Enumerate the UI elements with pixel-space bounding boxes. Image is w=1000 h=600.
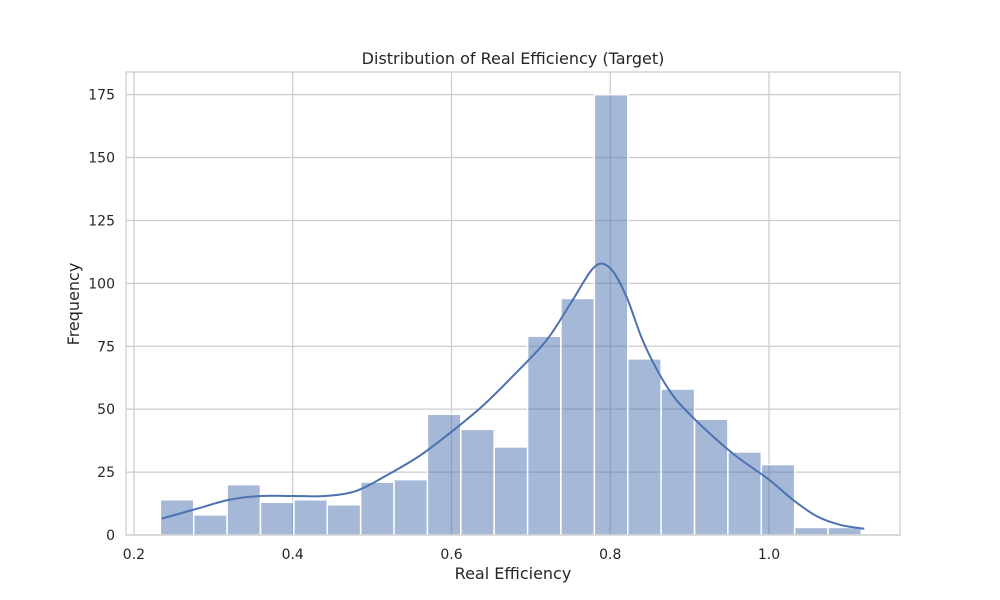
histogram-bar [359, 481, 395, 536]
x-tick-label: 0.6 [440, 547, 462, 563]
y-tick-label: 25 [97, 465, 115, 481]
x-tick-label: 0.4 [282, 547, 304, 563]
histogram-bar [493, 446, 529, 536]
plot-frame [125, 71, 901, 536]
y-tick-label: 100 [88, 276, 115, 292]
bars [159, 93, 863, 536]
chart-title: Distribution of Real Efficiency (Target) [362, 49, 665, 68]
histogram-bar [727, 451, 763, 536]
histogram-bar [460, 428, 495, 536]
histogram-bar [693, 418, 729, 536]
x-axis-label: Real Efficiency [455, 564, 572, 583]
histogram-bar [226, 483, 262, 536]
histogram-bar [192, 514, 228, 536]
kde-line [161, 262, 865, 530]
histogram-bar [593, 93, 629, 536]
y-tick-label: 125 [88, 213, 115, 229]
histogram-bar [627, 358, 662, 536]
y-tick-label: 0 [106, 528, 115, 544]
x-tick-label: 0.2 [123, 547, 145, 563]
histogram-bar [426, 413, 462, 536]
histogram-bar [660, 388, 696, 536]
histogram-bar [793, 526, 829, 536]
y-tick-label: 150 [88, 151, 115, 167]
histogram-bar [293, 499, 329, 536]
x-ticks: 0.2 0.4 0.6 0.8 1.0 [123, 547, 780, 563]
histogram-bar [326, 504, 362, 536]
y-axis-label: Frequency [64, 263, 83, 346]
histogram-bar [526, 335, 562, 536]
histogram-bar [760, 463, 796, 536]
y-ticks: 0 25 50 75 100 125 150 175 [88, 88, 115, 544]
x-tick-label: 0.8 [599, 547, 621, 563]
y-tick-label: 175 [88, 88, 115, 104]
x-tick-label: 1.0 [758, 547, 780, 563]
kde [161, 262, 865, 530]
histogram-bar [259, 501, 295, 536]
y-tick-label: 75 [97, 339, 115, 355]
histogram-bar [560, 297, 596, 536]
histogram-bar [393, 478, 429, 536]
y-tick-label: 50 [97, 402, 115, 418]
